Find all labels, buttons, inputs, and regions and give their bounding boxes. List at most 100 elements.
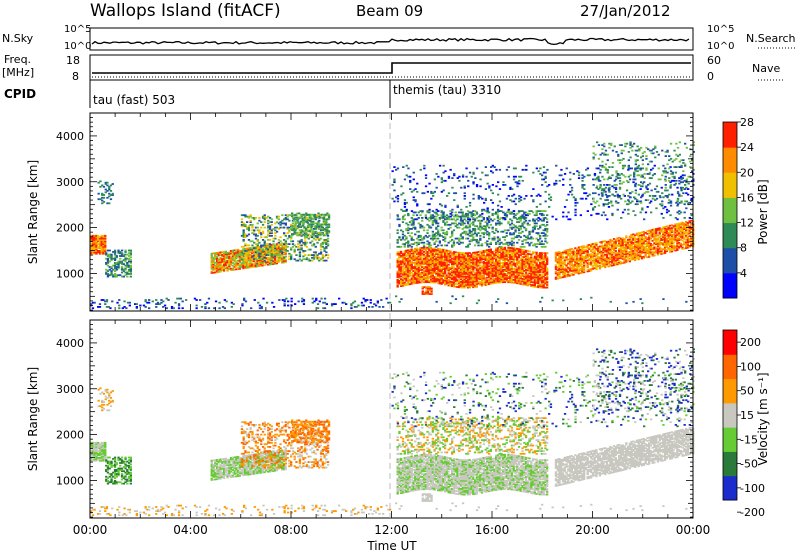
echo-cell (415, 269, 419, 272)
echo-cell (447, 284, 450, 287)
echo-cell (233, 256, 236, 259)
echo-cell (247, 229, 251, 232)
echo-cell (258, 263, 261, 266)
echo-cell (146, 301, 149, 304)
echo-cell (223, 307, 226, 310)
echo-cell (297, 248, 300, 251)
echo-cell (452, 229, 456, 232)
echo-cell (479, 252, 482, 254)
echo-cell (535, 269, 538, 272)
echo-cell (106, 253, 110, 256)
echo-cell (305, 245, 309, 248)
echo-cell (459, 272, 463, 275)
echo-cell (524, 228, 528, 230)
echo-cell (259, 255, 263, 257)
echo-cell (433, 263, 436, 266)
echo-cell (459, 259, 463, 261)
echo-cell (435, 273, 438, 276)
echo-cell (290, 237, 293, 240)
echo-cell (424, 267, 427, 270)
echo-cell (472, 273, 475, 276)
echo-cell (512, 272, 515, 274)
echo-cell (503, 268, 507, 271)
echo-cell (468, 278, 471, 281)
echo-cell (496, 265, 500, 267)
echo-cell (498, 267, 501, 270)
echo-cell (523, 267, 526, 269)
echo-cell (235, 254, 238, 257)
echo-cell (199, 299, 202, 301)
echo-cell (523, 276, 526, 279)
echo-cell (449, 273, 452, 276)
echo-cell (544, 270, 547, 272)
echo-cell (247, 254, 250, 257)
echo-cell (279, 240, 282, 243)
echo-cell (299, 226, 303, 228)
echo-cell (479, 270, 482, 272)
echo-cell (408, 257, 412, 259)
echo-cell (426, 273, 429, 275)
echo-cell (325, 218, 328, 221)
echo-cell (510, 219, 514, 222)
echo-cell (519, 263, 522, 266)
echo-cell (401, 261, 405, 264)
echo-cell (465, 285, 468, 288)
echo-cell (519, 272, 522, 274)
echo-cell (488, 270, 491, 273)
echo-cell (266, 261, 270, 263)
echo-cell (421, 217, 424, 219)
echo-cell (437, 272, 440, 275)
echo-cell (408, 221, 412, 223)
echo-cell (524, 260, 528, 263)
echo-cell (526, 269, 529, 272)
echo-cell (292, 226, 296, 228)
echo-cell (442, 281, 445, 284)
echo-cell (415, 262, 419, 265)
echo-cell (535, 272, 538, 275)
echo-cell (531, 267, 535, 270)
echo-cell (378, 306, 381, 308)
echo-cell (435, 253, 438, 255)
echo-cell (524, 264, 528, 267)
echo-cell (326, 213, 329, 216)
echo-cell (242, 259, 245, 261)
echo-cell (461, 271, 464, 274)
echo-cell (272, 237, 275, 240)
echo-cell (484, 255, 487, 257)
echo-cell (424, 263, 427, 266)
echo-cell (242, 263, 245, 266)
echo-cell (119, 262, 122, 264)
echo-cell (431, 251, 434, 254)
echo-cell (311, 236, 314, 239)
echo-cell (113, 262, 117, 264)
echo-cell (321, 259, 324, 262)
echo-cell (544, 267, 547, 270)
echo-cell (544, 278, 547, 281)
echo-cell (389, 301, 392, 304)
echo-cell (528, 283, 531, 286)
echo-cell (226, 257, 229, 260)
echo-cell (323, 239, 326, 241)
echo-cell (473, 286, 477, 288)
echo-cell (498, 255, 501, 258)
echo-cell (528, 262, 531, 265)
echo-cell (454, 256, 457, 259)
echo-cell (498, 249, 501, 252)
echo-cell (251, 266, 254, 268)
echo-cell (244, 214, 247, 217)
echo-cell (542, 270, 545, 272)
echo-cell (247, 252, 250, 255)
echo-cell (425, 291, 428, 294)
echo-cell (466, 274, 470, 277)
echo-cell (215, 271, 219, 274)
echo-cell (407, 272, 410, 275)
echo-cell (272, 245, 275, 247)
echo-cell (265, 250, 268, 252)
echo-cell (256, 243, 259, 245)
echo-cell (422, 266, 426, 268)
echo-cell (509, 269, 512, 271)
echo-cell (509, 258, 512, 260)
echo-cell (407, 252, 410, 254)
echo-cell (510, 254, 514, 256)
echo-cell (435, 262, 438, 265)
